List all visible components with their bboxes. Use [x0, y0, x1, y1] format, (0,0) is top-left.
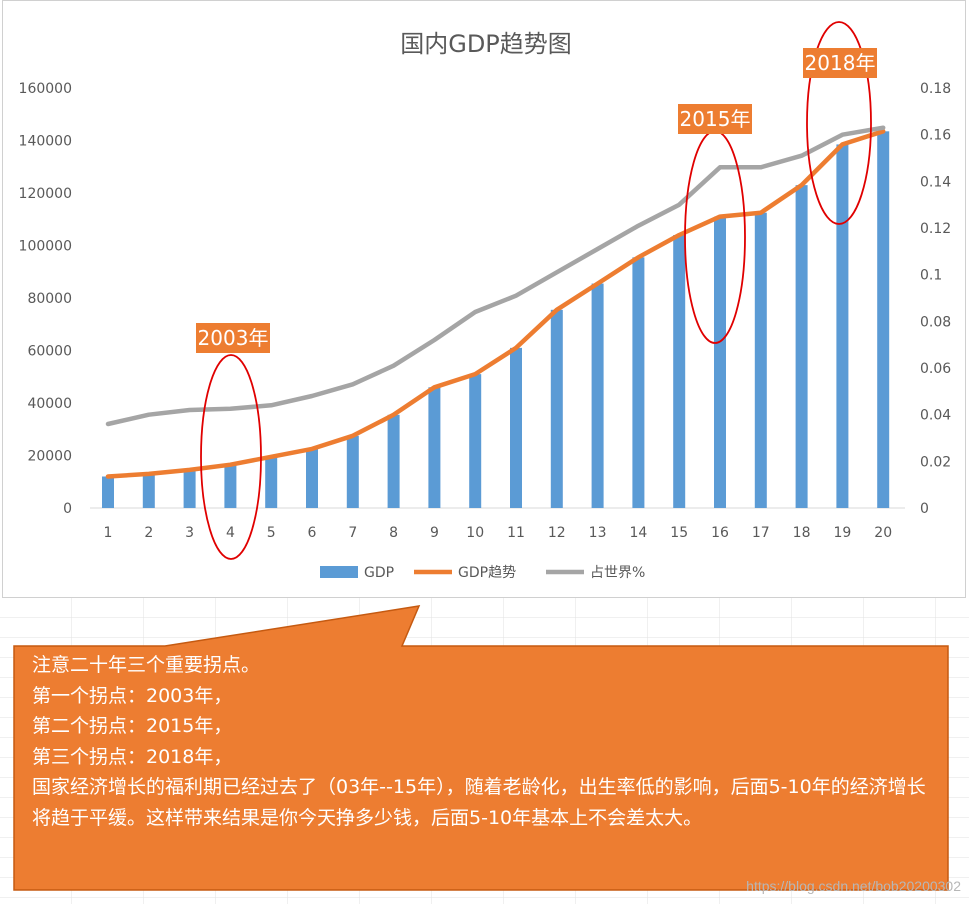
x-tick-label: 14	[629, 525, 647, 541]
x-tick-label: 16	[711, 525, 729, 541]
y-left-tick-label: 100000	[19, 239, 72, 255]
x-tick-label: 8	[389, 525, 398, 541]
y-right-tick-label: 0.14	[920, 174, 951, 190]
y-right-tick-label: 0.06	[920, 361, 951, 377]
y-right-tick-label: 0.04	[920, 408, 951, 424]
legend-label: 占世界%	[590, 565, 645, 581]
legend-label: GDP	[364, 565, 394, 581]
gdp-bar	[795, 185, 808, 508]
gdp-bar	[836, 144, 849, 508]
x-tick-label: 18	[793, 525, 811, 541]
x-tick-label: 15	[670, 525, 688, 541]
watermark: https://blog.csdn.net/bob20200302	[746, 878, 961, 894]
x-tick-label: 13	[589, 525, 607, 541]
y-right-tick-label: 0.1	[920, 268, 942, 284]
y-left-tick-label: 40000	[27, 396, 72, 412]
callout-text: 注意二十年三个重要拐点。 第一个拐点：2003年， 第二个拐点：2015年， 第…	[32, 650, 937, 833]
y-left-tick-label: 20000	[27, 449, 72, 465]
annotation-label: 2018年	[805, 51, 876, 75]
callout-line: 注意二十年三个重要拐点。	[32, 654, 261, 676]
y-left-tick-label: 120000	[19, 186, 72, 202]
gdp-bar	[387, 414, 400, 508]
x-tick-label: 10	[466, 525, 484, 541]
x-tick-label: 6	[308, 525, 317, 541]
gdp-bar	[714, 216, 726, 508]
x-tick-label: 3	[185, 525, 194, 541]
y-left-tick-label: 80000	[27, 291, 72, 307]
legend-swatch-gdp	[320, 566, 358, 578]
x-tick-label: 19	[833, 525, 851, 541]
callout-line: 第二个拐点：2015年，	[32, 715, 233, 737]
callout-line: 第一个拐点：2003年，	[32, 684, 233, 707]
x-tick-label: 4	[226, 525, 235, 541]
gdp-bar	[346, 435, 359, 508]
x-tick-label: 2	[144, 525, 153, 541]
gdp-bar	[142, 473, 155, 508]
annotation-label: 2015年	[680, 107, 751, 131]
callout-line: 第三个拐点：2018年，	[32, 745, 233, 768]
x-tick-label: 12	[548, 525, 566, 541]
gdp-bar	[306, 448, 318, 508]
world-share-line	[105, 125, 886, 427]
y-right-tick-label: 0.02	[920, 454, 951, 470]
gdp-trend-line	[105, 129, 886, 479]
gdp-bar	[183, 469, 196, 508]
legend-label: GDP趋势	[458, 565, 516, 581]
annotation-label-box	[196, 323, 270, 353]
annotation-label: 2003年	[198, 326, 269, 350]
gdp-bar	[102, 476, 114, 508]
annotation-circle	[200, 354, 262, 560]
chart-title: 国内GDP趋势图	[400, 30, 572, 58]
x-tick-label: 7	[348, 525, 357, 541]
x-tick-label: 5	[267, 525, 276, 541]
gdp-bar	[632, 257, 645, 508]
y-right-tick-label: 0.18	[920, 81, 951, 97]
gdp-bar	[550, 309, 563, 508]
gdp-chart: 国内GDP趋势图 0200004000060000800001000001200…	[19, 21, 951, 581]
x-tick-label: 20	[874, 525, 892, 541]
gdp-bar	[510, 347, 522, 508]
gdp-bar	[224, 464, 237, 508]
callout-paragraph: 国家经济增长的福利期已经过去了（03年--15年），随着老龄化，出生率低的影响，…	[32, 776, 926, 829]
gdp-bar	[591, 283, 604, 508]
annotation-label-box	[803, 48, 877, 78]
gdp-bar	[469, 374, 482, 508]
x-tick-label: 1	[104, 525, 113, 541]
gdp-bar	[754, 212, 767, 508]
y-left-tick-label: 160000	[19, 81, 72, 97]
annotation-circle	[806, 21, 872, 225]
y-right-tick-label: 0.08	[920, 314, 951, 330]
x-tick-label: 11	[507, 525, 525, 541]
gdp-bar	[877, 131, 890, 508]
y-left-tick-label: 140000	[19, 134, 72, 150]
gdp-bar	[428, 387, 441, 508]
x-tick-label: 17	[752, 525, 770, 541]
gdp-bar	[673, 235, 686, 508]
annotation-label-box	[678, 104, 752, 134]
y-left-tick-label: 60000	[27, 344, 72, 360]
y-left-tick-label: 0	[63, 501, 72, 517]
y-right-tick-label: 0.16	[920, 128, 951, 144]
y-right-tick-label: 0.12	[920, 221, 951, 237]
x-tick-label: 9	[430, 525, 439, 541]
y-right-tick-label: 0	[920, 501, 929, 517]
gdp-bar	[265, 456, 278, 508]
